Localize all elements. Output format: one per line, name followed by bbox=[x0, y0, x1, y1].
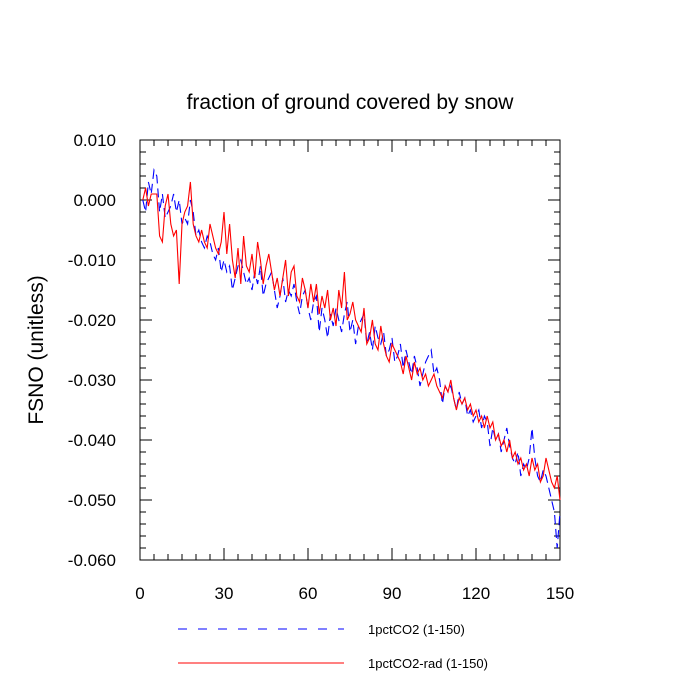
x-tick-label: 150 bbox=[546, 584, 574, 603]
y-tick-label: -0.060 bbox=[68, 551, 116, 570]
x-tick-label: 120 bbox=[462, 584, 490, 603]
y-tick-label: -0.040 bbox=[68, 431, 116, 450]
y-tick-label: 0.010 bbox=[73, 131, 116, 150]
x-tick-label: 30 bbox=[215, 584, 234, 603]
y-tick-label: -0.010 bbox=[68, 251, 116, 270]
y-axis-label: FSNO (unitless) bbox=[25, 275, 48, 424]
series-layer bbox=[142, 168, 561, 549]
x-tick-label: 60 bbox=[299, 584, 318, 603]
chart-title: fraction of ground covered by snow bbox=[187, 91, 515, 114]
y-tick-label: -0.050 bbox=[68, 491, 116, 510]
legend: 1pctCO2 (1-150) 1pctCO2-rad (1-150) bbox=[178, 622, 488, 671]
legend-label-1: 1pctCO2 (1-150) bbox=[368, 622, 465, 637]
y-tick-label: -0.020 bbox=[68, 311, 116, 330]
plot-frame bbox=[139, 139, 561, 561]
axis-ticks: 0 30 60 90 120 150 0.010 0.000 -0.010 -0.020 -0.03… bbox=[68, 131, 574, 603]
y-tick-label: -0.030 bbox=[68, 371, 116, 390]
series-line-1 bbox=[142, 168, 561, 549]
x-tick-label: 90 bbox=[383, 584, 402, 603]
series-line-2 bbox=[142, 181, 561, 501]
y-tick-label: 0.000 bbox=[73, 191, 116, 210]
legend-label-2: 1pctCO2-rad (1-150) bbox=[368, 656, 488, 671]
x-tick-label: 0 bbox=[135, 584, 144, 603]
